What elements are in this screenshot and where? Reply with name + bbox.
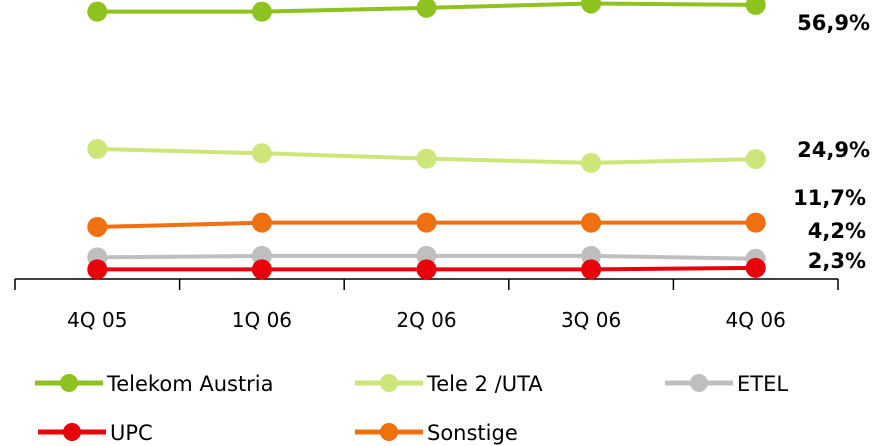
legend-label: UPC [110,421,153,445]
data-point-upc [251,259,272,280]
data-point-telekom-austria [416,0,437,18]
data-point-sonstige [416,212,437,233]
legend-marker [690,374,708,392]
data-point-sonstige [251,212,272,233]
series-layer [87,0,766,280]
legend-marker [60,374,78,392]
x-tick-label: 3Q 06 [561,308,621,332]
series-telekom-austria [87,0,766,22]
legend-label: Tele 2 /UTA [426,372,543,396]
end-labels: 56,9% 24,9% 4,2% 2,3% 11,7% [793,11,870,273]
data-point-sonstige [87,216,108,237]
end-label-tele-2-uta: 24,9% [797,138,870,162]
data-point-tele-2-uta [87,138,108,159]
data-point-tele-2-uta [581,152,602,173]
data-point-tele-2-uta [251,143,272,164]
legend-marker [63,423,81,441]
x-axis: 4Q 05 1Q 06 2Q 06 3Q 06 4Q 06 [14,278,839,332]
legend-item-telekom-austria: Telekom Austria [35,372,274,396]
end-label-etel: 4,2% [808,219,866,243]
data-point-telekom-austria [251,1,272,22]
data-point-telekom-austria [745,0,766,15]
end-label-telekom-austria: 56,9% [797,11,870,35]
legend-marker [380,423,398,441]
end-label-upc: 2,3% [808,249,866,273]
data-point-sonstige [745,212,766,233]
legend-item-etel: ETEL [665,372,788,396]
legend-label: ETEL [737,372,788,396]
legend-item-upc: UPC [38,421,153,445]
legend-item-sonstige: Sonstige [355,421,518,445]
legend-item-tele-2-uta: Tele 2 /UTA [355,372,543,396]
data-point-tele-2-uta [745,149,766,170]
x-tick-label: 2Q 06 [396,308,456,332]
data-point-telekom-austria [87,1,108,22]
end-label-sonstige: 11,7% [793,186,866,210]
legend-marker [380,374,398,392]
legend-label: Sonstige [427,421,518,445]
legend-label: Telekom Austria [106,372,274,396]
data-point-tele-2-uta [416,148,437,169]
x-tick-label: 4Q 05 [67,308,127,332]
series-tele-2-uta [87,138,766,173]
data-point-sonstige [581,212,602,233]
data-point-upc [87,259,108,280]
data-point-upc [581,259,602,280]
series-sonstige [87,212,766,237]
legend: Telekom Austria Tele 2 /UTA ETEL UPC Sonstig… [35,372,788,445]
data-point-upc [745,257,766,278]
data-point-upc [416,259,437,280]
x-tick-label: 4Q 06 [726,308,786,332]
data-point-telekom-austria [581,0,602,14]
x-tick-label: 1Q 06 [232,308,292,332]
series-upc [87,257,766,280]
